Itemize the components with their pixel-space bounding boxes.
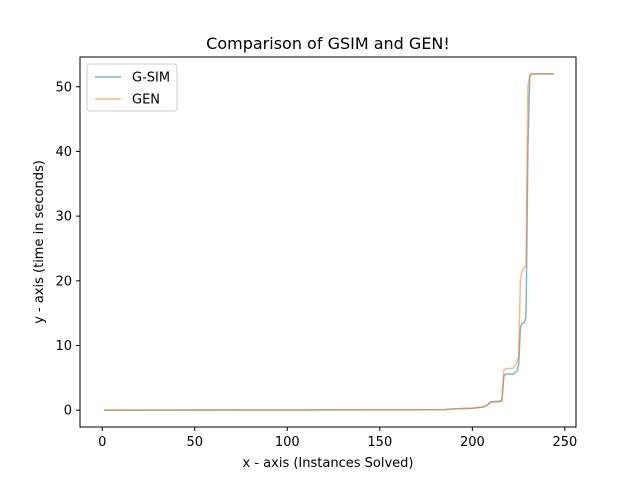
x-tick-label: 50 — [186, 435, 203, 450]
series-line-2 — [104, 73, 554, 411]
legend-label-1: G-SIM — [132, 71, 170, 86]
x-tick-label: 150 — [367, 435, 392, 450]
y-tick-label: 30 — [55, 210, 72, 225]
y-axis-label: y - axis (time in seconds) — [32, 160, 47, 324]
plot-series-group — [104, 73, 554, 411]
x-tick-label: 0 — [98, 435, 106, 450]
x-tick-label: 200 — [460, 435, 485, 450]
y-tick-label: 20 — [55, 274, 72, 289]
chart-title: Comparison of GSIM and GEN! — [206, 34, 450, 53]
series-line-1 — [104, 73, 554, 411]
legend-label-2: GEN — [132, 93, 160, 108]
y-tick-label: 50 — [55, 80, 72, 95]
y-tick-label: 0 — [64, 404, 72, 419]
y-axis-ticks: 0 10 20 30 40 50 — [55, 80, 80, 419]
legend: G-SIM GEN — [86, 63, 178, 112]
x-tick-label: 100 — [275, 435, 300, 450]
x-axis-label: x - axis (Instances Solved) — [243, 456, 414, 471]
x-axis-ticks: 0 50 100 150 200 250 — [98, 427, 577, 450]
plot-frame — [79, 56, 577, 428]
y-tick-label: 10 — [55, 339, 72, 354]
x-tick-label: 250 — [552, 435, 577, 450]
y-tick-label: 40 — [55, 145, 72, 160]
